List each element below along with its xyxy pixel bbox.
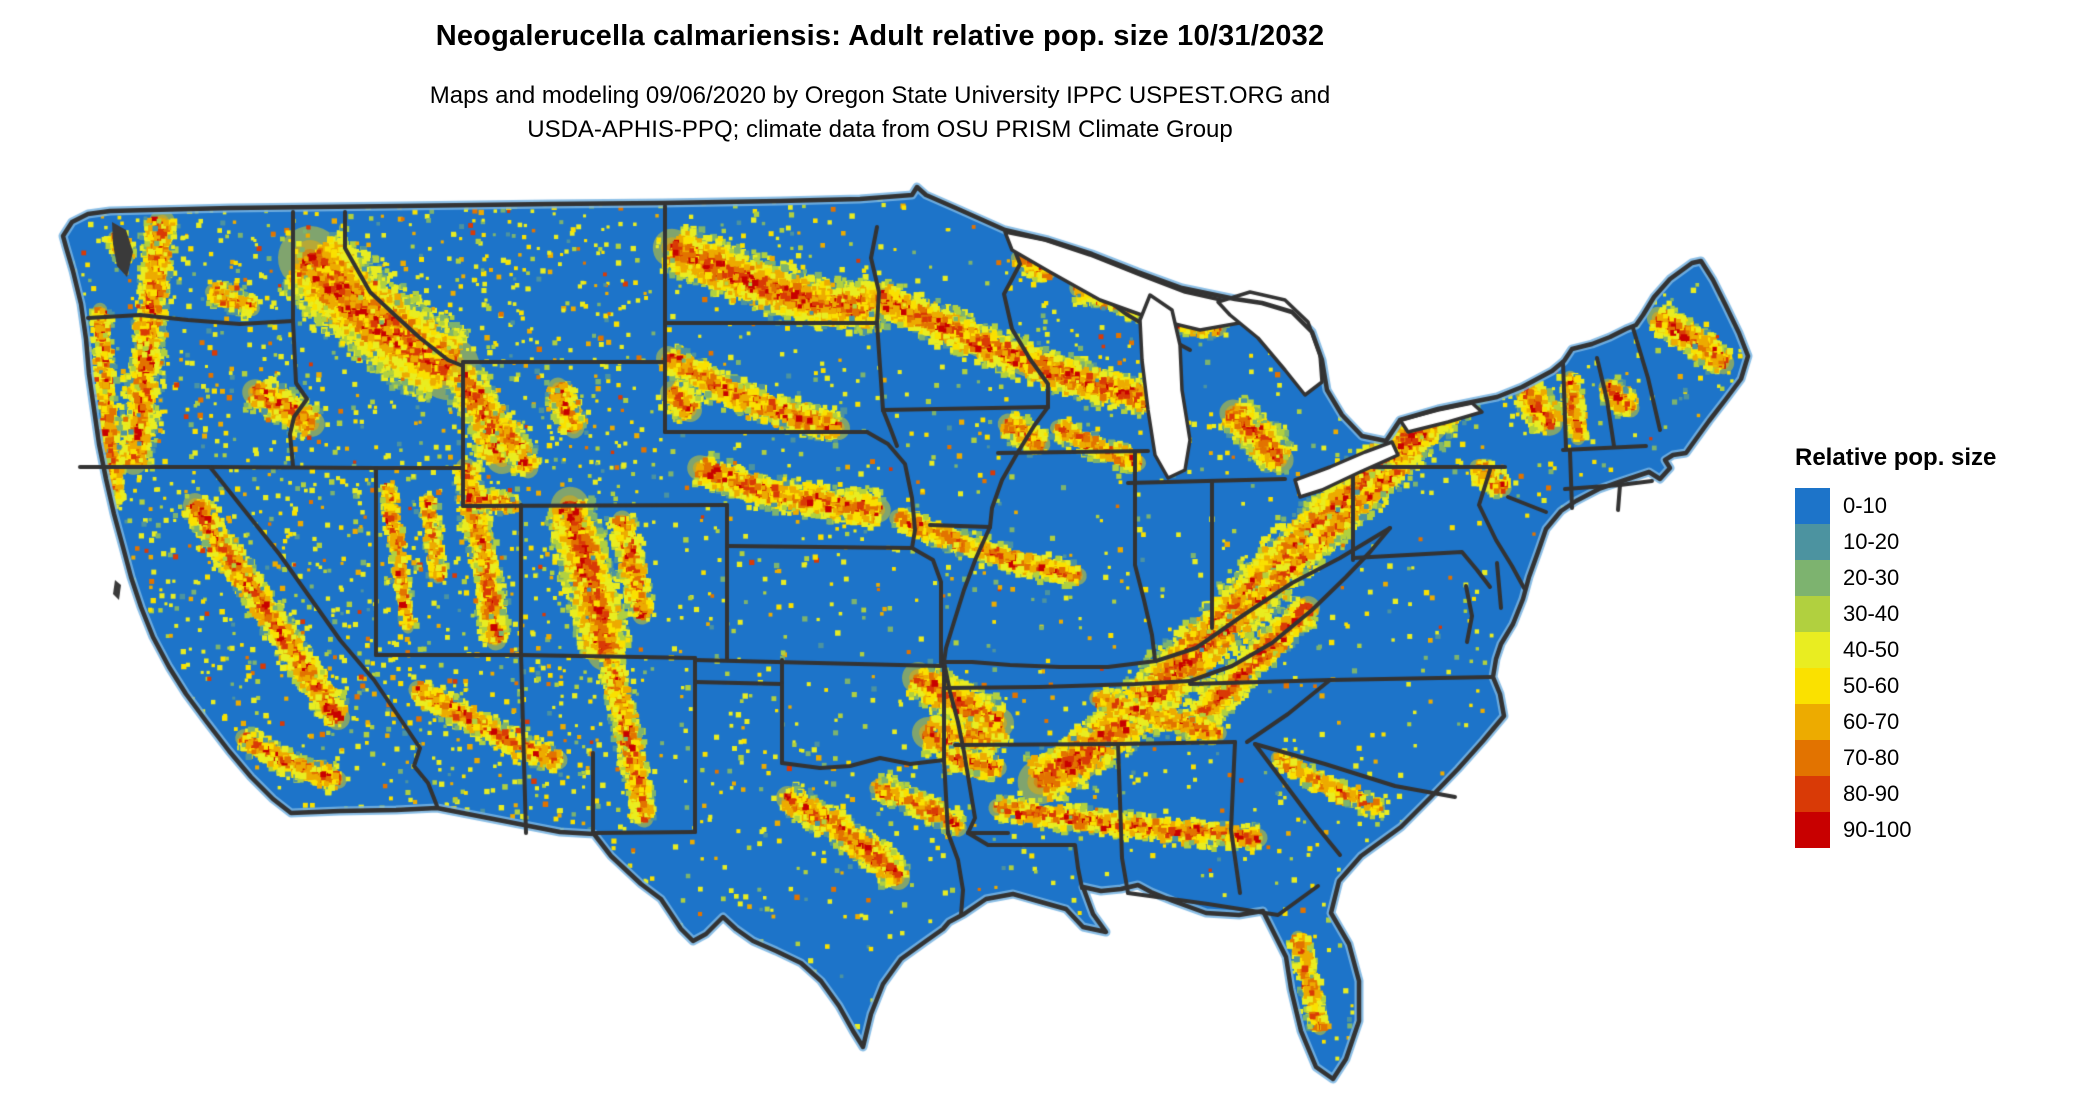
- legend-item: 70-80: [1795, 740, 1996, 776]
- map-subtitle-line2: USDA-APHIS-PPQ; climate data from OSU PR…: [527, 116, 1233, 143]
- legend-label: 70-80: [1843, 745, 1900, 770]
- legend-label: 0-10: [1843, 493, 1888, 518]
- legend-swatch: [1795, 632, 1830, 668]
- legend-item: 40-50: [1795, 632, 1996, 668]
- legend-swatch: [1795, 668, 1830, 704]
- legend-item: 20-30: [1795, 560, 1996, 596]
- legend-label: 10-20: [1843, 529, 1900, 554]
- legend-item: 60-70: [1795, 704, 1996, 740]
- legend-swatch: [1795, 596, 1830, 632]
- legend-swatch: [1795, 704, 1830, 740]
- legend-item: 10-20: [1795, 524, 1996, 560]
- legend-swatch: [1795, 560, 1830, 596]
- legend-label: 80-90: [1843, 781, 1900, 806]
- legend-swatch: [1795, 812, 1830, 848]
- map-subtitle-line1: Maps and modeling 09/06/2020 by Oregon S…: [429, 82, 1331, 109]
- legend-swatch: [1795, 740, 1830, 776]
- map-title: Neogalerucella calmariensis: Adult relat…: [435, 20, 1325, 52]
- legend-label: 20-30: [1843, 565, 1900, 590]
- legend-label: 30-40: [1843, 601, 1900, 626]
- legend-item: 90-100: [1795, 812, 1996, 848]
- legend-swatch: [1795, 776, 1830, 812]
- legend-item: 50-60: [1795, 668, 1996, 704]
- legend-item: 80-90: [1795, 776, 1996, 812]
- legend: Relative pop. size 0-10 10-20 20-30 30-40 40…: [1795, 444, 1996, 848]
- legend-swatch: [1795, 488, 1830, 524]
- legend-swatch: [1795, 524, 1830, 560]
- us-map-raster: [30, 140, 1790, 1116]
- legend-label: 60-70: [1843, 709, 1900, 734]
- legend-item: 0-10: [1795, 488, 1996, 524]
- legend-title: Relative pop. size: [1795, 444, 1997, 471]
- legend-item: 30-40: [1795, 596, 1996, 632]
- legend-items: 0-10 10-20 20-30 30-40 40-50 50-60 60-70 70-80 8…: [1795, 488, 1996, 848]
- legend-label: 90-100: [1843, 817, 1912, 842]
- figure-header: Neogalerucella calmariensis: Adult relat…: [10, 20, 1750, 147]
- legend-label: 40-50: [1843, 637, 1900, 662]
- legend-label: 50-60: [1843, 673, 1900, 698]
